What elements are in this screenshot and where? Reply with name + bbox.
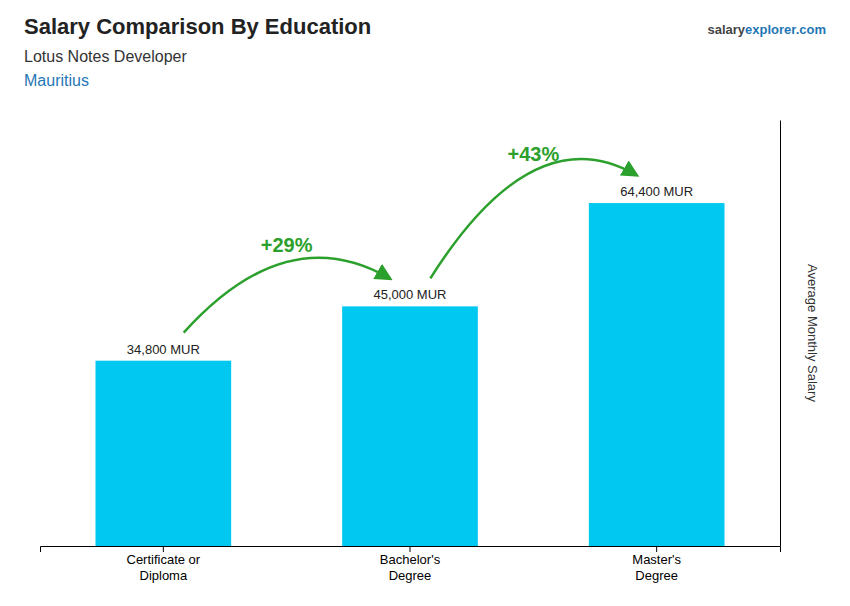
tick-label: Certificate orDiploma	[126, 552, 200, 583]
location: Mauritius	[24, 72, 89, 89]
axis-line	[780, 121, 781, 547]
tick-label-line: Diploma	[139, 568, 187, 583]
tick-label-line: Degree	[635, 568, 678, 583]
tick-mark	[656, 546, 657, 552]
tick: Certificate orDiploma	[126, 546, 200, 583]
bar	[589, 203, 725, 546]
data-label: 45,000 MUR	[374, 287, 447, 302]
arrow	[430, 159, 636, 278]
tick: Master'sDegree	[632, 546, 681, 583]
tick: Bachelor'sDegree	[380, 546, 441, 583]
annotations: +29% +43%	[184, 143, 637, 333]
tick-label-line: Bachelor's	[380, 552, 441, 567]
tick-label: Master'sDegree	[632, 552, 681, 583]
tick-mark	[410, 546, 411, 552]
annotation: +29%	[261, 234, 313, 256]
y-axis-title: Average Monthly Salary	[805, 264, 820, 402]
chart: Salary Comparison By Education Lotus Note…	[0, 0, 850, 606]
title: Salary Comparison By Education	[24, 14, 371, 39]
axis-line	[41, 547, 781, 553]
tick-label: Bachelor'sDegree	[380, 552, 441, 583]
x-axis: Certificate orDiplomaBachelor'sDegreeMas…	[41, 546, 781, 583]
arrow	[184, 258, 390, 333]
tick-label-line: Master's	[632, 552, 681, 567]
bars	[96, 203, 725, 546]
source-part: explorer.com	[745, 22, 826, 37]
tick-mark	[163, 546, 164, 552]
bar	[342, 306, 478, 546]
data-label: 34,800 MUR	[127, 342, 200, 357]
tick-label-line: Certificate or	[126, 552, 200, 567]
source-part: salary	[707, 22, 745, 37]
data-labels: 34,800 MUR 45,000 MUR 64,400 MUR	[127, 184, 693, 357]
bar	[96, 361, 232, 546]
plot: Certificate orDiplomaBachelor'sDegreeMas…	[41, 121, 781, 583]
tick-label-line: Degree	[389, 568, 432, 583]
y-axis	[780, 121, 781, 547]
annotation: +43%	[507, 143, 559, 165]
source: salaryexplorer.com	[707, 22, 826, 37]
data-label: 64,400 MUR	[620, 184, 693, 199]
subtitle: Lotus Notes Developer	[24, 48, 187, 65]
